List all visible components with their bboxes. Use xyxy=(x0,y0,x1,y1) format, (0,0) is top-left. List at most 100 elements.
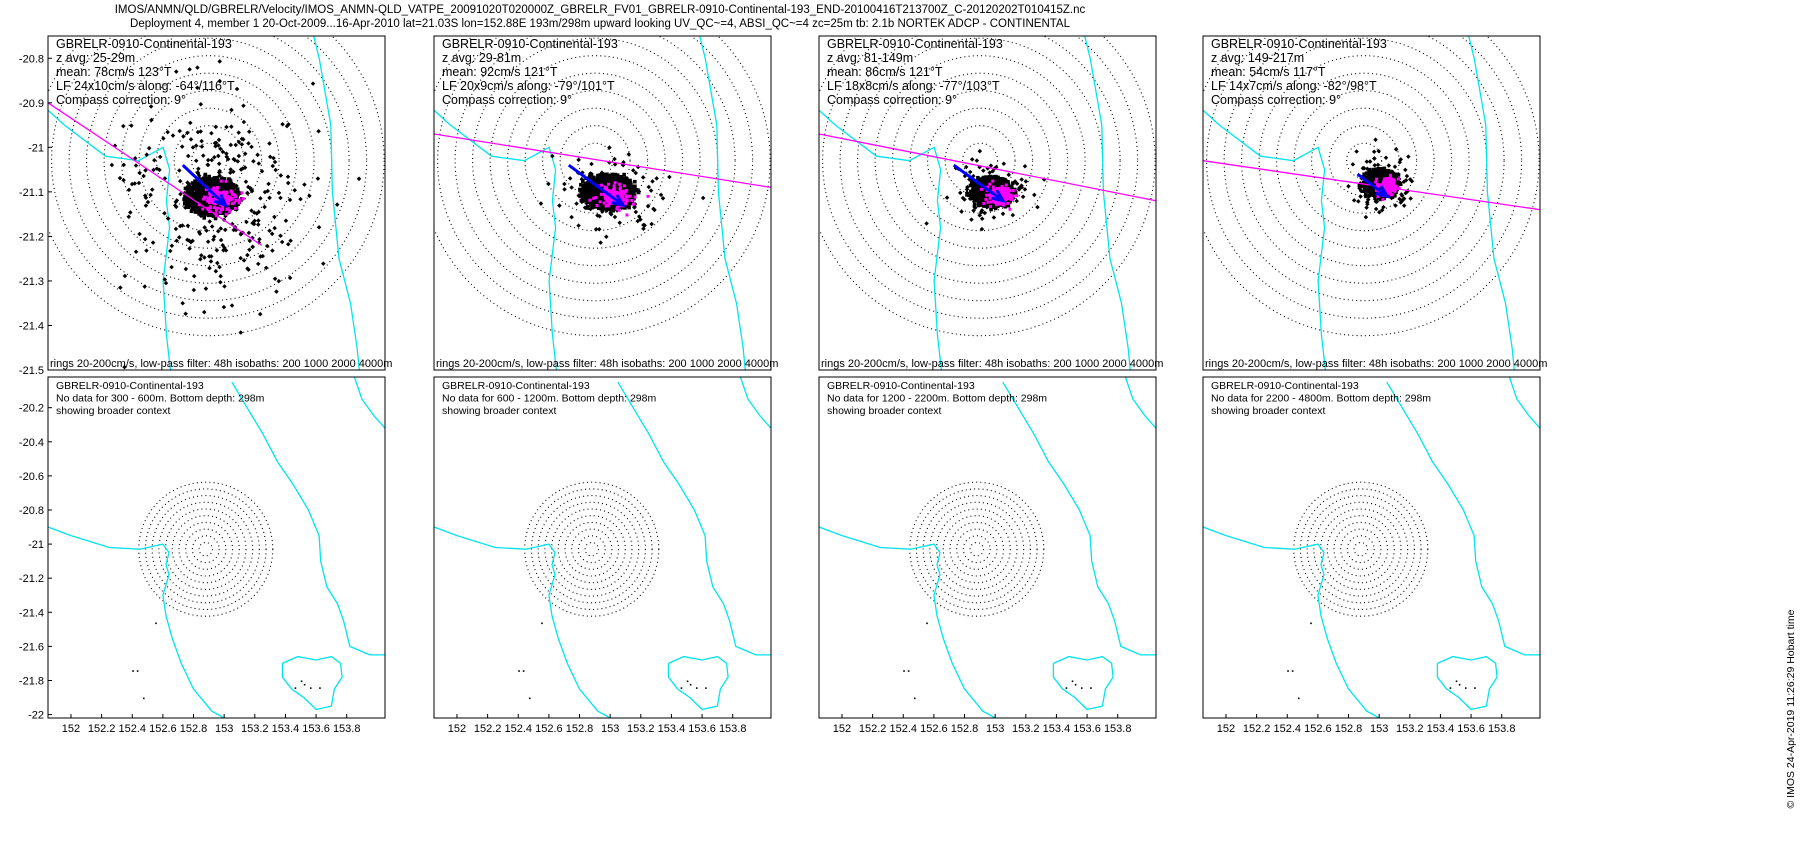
lowpass-point xyxy=(206,196,210,200)
scatter-outlier xyxy=(269,231,275,237)
y-tick-label: -21.1 xyxy=(19,187,44,199)
scatter-point xyxy=(206,191,210,195)
scatter-outlier xyxy=(222,227,228,233)
scatter-point xyxy=(196,209,201,214)
lowpass-point xyxy=(225,191,229,195)
lowpass-point xyxy=(224,212,228,216)
scatter-point xyxy=(627,205,631,210)
scatter-outlier xyxy=(274,289,279,294)
annotation-line: Compass correction: 9° xyxy=(56,93,186,107)
scatter-outlier xyxy=(176,235,182,240)
scatter-point xyxy=(631,186,636,190)
scatter-outlier xyxy=(250,244,255,250)
lowpass-point xyxy=(615,207,619,211)
scatter-outlier xyxy=(136,180,142,186)
scatter-point xyxy=(1002,179,1006,183)
scatter-outlier xyxy=(260,253,265,259)
scatter-outlier xyxy=(197,197,203,203)
scatter-point xyxy=(969,180,974,185)
scatter-point xyxy=(198,186,203,190)
lowpass-point xyxy=(603,185,607,189)
scatter-outlier xyxy=(229,107,234,113)
lowpass-point xyxy=(232,193,236,197)
scatter-outlier xyxy=(604,234,609,239)
scatter-point xyxy=(995,177,1000,182)
scatter-point xyxy=(614,203,619,208)
scatter-point xyxy=(213,216,218,221)
scatter-point xyxy=(191,200,196,205)
scatter-outlier xyxy=(270,163,276,169)
scatter-outlier xyxy=(612,156,617,162)
scatter-outlier xyxy=(236,130,241,135)
scatter-point xyxy=(187,182,191,187)
scatter-point xyxy=(216,202,221,207)
annotation-line: Compass correction: 9° xyxy=(442,93,572,107)
scatter-point xyxy=(216,208,221,213)
speed-ring xyxy=(191,142,228,179)
scatter-outlier xyxy=(251,159,256,164)
scatter-outlier xyxy=(562,181,567,187)
scatter-point xyxy=(190,192,194,196)
scatter-outlier xyxy=(183,311,188,317)
scatter-outlier xyxy=(245,252,250,258)
axes-frame xyxy=(433,35,772,371)
lowpass-point xyxy=(613,181,617,185)
scatter-point xyxy=(1003,204,1008,209)
scatter-outlier xyxy=(292,187,298,193)
scatter-outlier xyxy=(267,141,272,146)
scatter-point xyxy=(213,181,217,185)
lowpass-point xyxy=(232,201,236,205)
scatter-point xyxy=(229,181,234,186)
scatter-point xyxy=(972,204,977,209)
scatter-outlier xyxy=(203,286,209,291)
scatter-point xyxy=(612,204,616,208)
scatter-outlier xyxy=(216,161,222,167)
lowpass-point xyxy=(626,194,630,198)
lowpass-point xyxy=(216,186,220,190)
scatter-point xyxy=(227,181,232,186)
scatter-outlier xyxy=(177,128,182,134)
lowpass-point xyxy=(211,197,215,201)
y-tick-label: -21 xyxy=(28,142,44,154)
lowpass-point xyxy=(222,194,226,198)
scatter-point xyxy=(627,187,631,191)
scatter-point xyxy=(197,206,202,211)
lowpass-point xyxy=(625,213,629,217)
scatter-point xyxy=(580,187,585,192)
scatter-outlier xyxy=(258,196,263,201)
scatter-outlier xyxy=(157,154,163,160)
scatter-outlier xyxy=(174,238,179,244)
scatter-point xyxy=(197,212,201,216)
scatter-outlier xyxy=(272,225,277,231)
scatter-outlier xyxy=(149,187,155,192)
scatter-point xyxy=(193,187,197,191)
scatter-outlier xyxy=(588,206,593,212)
scatter-outlier xyxy=(207,265,212,271)
scatter-point xyxy=(579,182,583,187)
scatter-point xyxy=(615,173,620,178)
scatter-outlier xyxy=(205,162,210,168)
scatter-outlier xyxy=(142,236,148,242)
lowpass-point xyxy=(588,198,592,202)
scatter-outlier xyxy=(242,151,248,156)
scatter-point xyxy=(224,186,229,190)
scatter-outlier xyxy=(285,174,291,179)
speed-ring xyxy=(927,107,1034,214)
annotation-line: z avg: 25-29m xyxy=(56,51,135,65)
lowpass-point xyxy=(600,183,604,187)
lowpass-point xyxy=(619,196,623,200)
scatter-outlier xyxy=(276,278,282,284)
scatter-point xyxy=(224,210,229,215)
scatter-outlier xyxy=(169,243,175,249)
coastline xyxy=(434,109,558,370)
scatter-point xyxy=(233,190,238,194)
lowpass-point xyxy=(607,182,611,186)
scatter-outlier xyxy=(163,280,169,286)
scatter-outlier xyxy=(185,180,190,185)
scatter-point xyxy=(590,192,594,197)
scatter-point xyxy=(609,207,614,212)
scatter-outlier xyxy=(129,123,134,128)
scatter-outlier xyxy=(256,161,262,166)
coastline xyxy=(1084,36,1131,370)
scatter-point xyxy=(229,199,233,203)
